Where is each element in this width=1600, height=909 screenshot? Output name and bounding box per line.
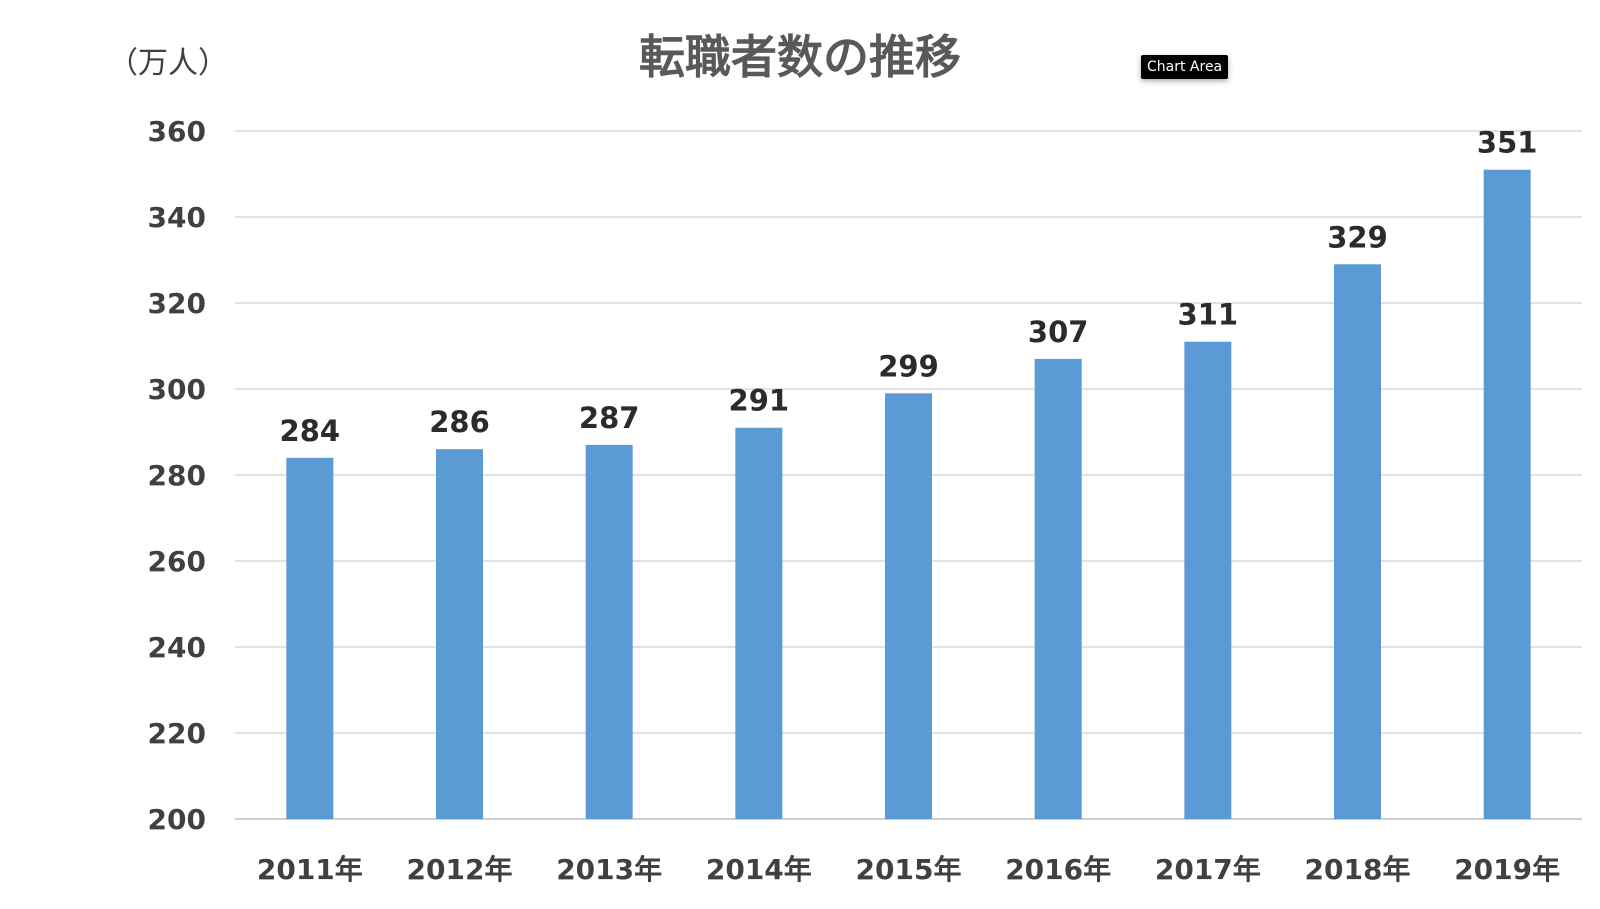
y-tick-label: 260	[148, 545, 206, 578]
x-tick-label: 2018年	[1305, 853, 1411, 886]
x-tick-label: 2016年	[1005, 853, 1111, 886]
x-tick-label: 2013年	[556, 853, 662, 886]
y-tick-label: 360	[148, 115, 206, 148]
y-axis-tick-labels: 200 220 240 260 280 300 320 340 360	[148, 115, 206, 836]
x-axis-tick-labels: 2011年 2012年 2013年 2014年 2015年 2016年 2017年 2018年…	[257, 853, 1560, 886]
bar	[885, 393, 932, 819]
bar	[735, 427, 783, 819]
x-tick-label: 2017年	[1155, 853, 1261, 886]
data-label: 291	[729, 384, 790, 418]
y-tick-label: 300	[148, 373, 206, 406]
x-tick-label: 2015年	[856, 853, 962, 886]
x-tick-label: 2019年	[1454, 853, 1560, 886]
data-label: 311	[1178, 298, 1239, 332]
data-label: 351	[1477, 126, 1538, 160]
data-label: 287	[579, 401, 640, 435]
x-tick-label: 2014年	[706, 853, 812, 886]
y-tick-label: 280	[148, 459, 206, 492]
data-label: 329	[1327, 220, 1388, 254]
bar	[1483, 169, 1531, 819]
bar	[1034, 358, 1082, 819]
y-tick-label: 220	[148, 717, 206, 750]
chart-title: 転職者数の推移	[639, 30, 961, 84]
bar	[436, 449, 483, 819]
chart-area-tooltip: Chart Area	[1141, 55, 1229, 79]
bar	[1184, 341, 1232, 819]
y-tick-label: 320	[148, 287, 206, 320]
bars	[286, 169, 1531, 819]
y-tick-label: 240	[148, 631, 206, 664]
bar	[286, 457, 334, 819]
data-labels: 284 286 287 291 299 307 311 329 351	[280, 126, 1538, 448]
y-axis-unit-label: （万人）	[108, 46, 228, 81]
y-tick-label: 340	[148, 201, 206, 234]
data-label: 286	[429, 405, 490, 439]
y-tick-label: 200	[148, 803, 206, 836]
bar	[585, 444, 633, 819]
x-tick-label: 2012年	[407, 853, 513, 886]
x-tick-label: 2011年	[257, 853, 363, 886]
data-label: 299	[878, 349, 939, 383]
data-label: 307	[1028, 315, 1089, 349]
data-label: 284	[280, 414, 341, 448]
bar	[1334, 264, 1381, 819]
